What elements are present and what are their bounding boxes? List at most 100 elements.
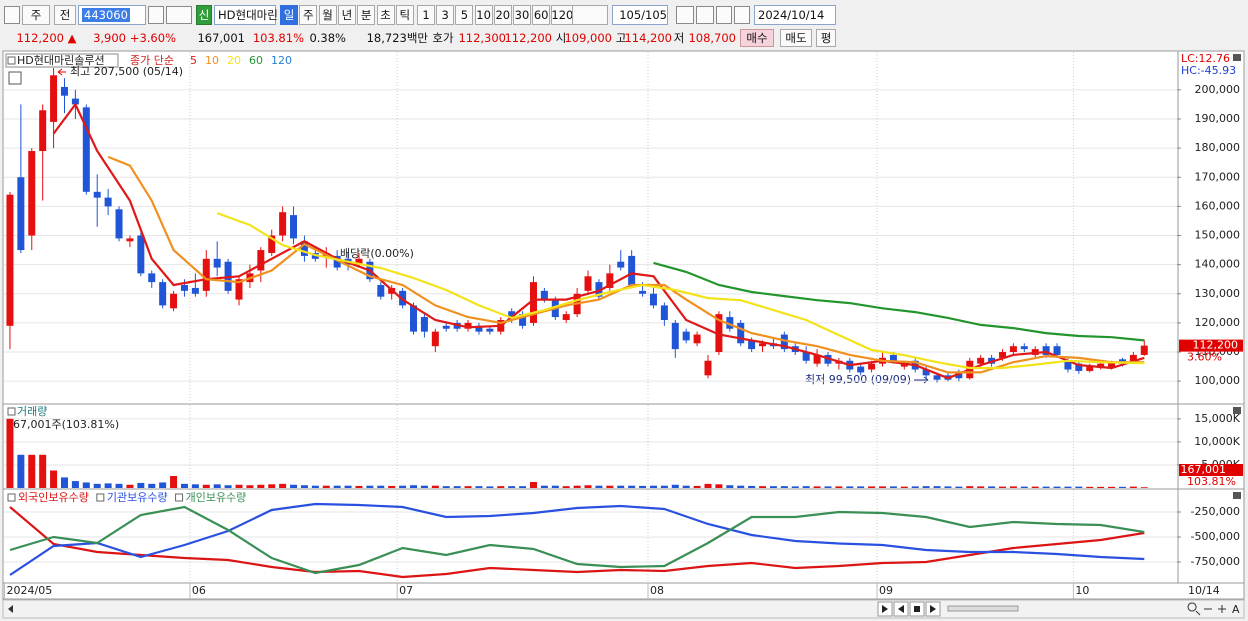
change-tag: 3.60% <box>1187 351 1222 364</box>
buy-button[interactable]: 매수 <box>740 29 774 47</box>
volume-bar <box>726 485 734 488</box>
zoom-track[interactable] <box>947 605 1019 612</box>
ratio-tag: 103.81% <box>1187 475 1236 488</box>
sell-button[interactable]: 매도 <box>780 29 812 47</box>
candle-body <box>715 314 723 353</box>
candle-body <box>137 235 145 274</box>
volume-bar <box>606 485 614 488</box>
candle-body <box>1064 360 1072 370</box>
date-field[interactable]: 2024/10/14 <box>754 5 836 25</box>
volume-bar <box>1086 486 1094 488</box>
volume-bar <box>453 486 461 488</box>
volume-bar <box>191 484 199 488</box>
interval-button[interactable]: 60 <box>532 5 551 25</box>
candle-body <box>333 255 341 268</box>
candle-body <box>170 293 178 309</box>
code-input[interactable]: 443060 <box>78 5 146 25</box>
scroll-left[interactable] <box>8 605 13 613</box>
candle-body <box>39 110 47 152</box>
panel-close[interactable] <box>1233 407 1241 414</box>
candle-body <box>442 325 450 329</box>
volume-bar <box>715 484 723 488</box>
name-input[interactable]: HD현대마린 <box>214 5 278 25</box>
code-text[interactable]: 443060 <box>82 8 130 22</box>
volume-bar <box>1020 486 1028 488</box>
menu-icon[interactable] <box>4 6 20 24</box>
scope-button[interactable]: 전 <box>54 5 76 25</box>
volume-bar <box>170 476 178 488</box>
volume-bar <box>322 485 330 488</box>
interval-button[interactable]: 10 <box>474 5 493 25</box>
panel-close[interactable] <box>1233 492 1241 499</box>
interval-button[interactable]: 3 <box>436 5 455 25</box>
volume-bar <box>988 486 996 488</box>
media-glyphs <box>882 605 936 613</box>
candle-body <box>257 250 265 271</box>
candle-body <box>1020 346 1028 350</box>
candle-body <box>682 331 690 341</box>
volume-bar <box>966 486 974 488</box>
volume-subtitle: 167,001주(103.81%) <box>6 418 119 431</box>
period-button[interactable]: 일 <box>280 5 298 25</box>
candle-body <box>1097 363 1105 369</box>
search-icon[interactable] <box>148 6 164 24</box>
panel-close[interactable] <box>1233 54 1241 61</box>
volume-bar <box>639 485 647 488</box>
candle-body <box>50 75 58 122</box>
volume-bar <box>660 485 668 488</box>
candle-body <box>300 241 308 256</box>
count-field[interactable]: 105/105 <box>612 5 668 25</box>
volume-bar <box>1031 486 1039 488</box>
sound-icon[interactable] <box>166 6 192 24</box>
volume-bar <box>562 486 570 488</box>
period-button[interactable]: 월 <box>318 5 337 25</box>
auto-label[interactable]: A <box>1232 603 1240 616</box>
market-select[interactable]: 주 <box>22 5 50 25</box>
volume-bar <box>115 483 123 488</box>
interval-button[interactable]: 1 <box>417 5 435 25</box>
candle-body <box>813 354 821 364</box>
interval-button[interactable]: 120 <box>551 5 574 25</box>
chart-title: HD현대마린솔루션 <box>17 54 105 67</box>
period-button[interactable]: 주 <box>299 5 318 25</box>
avg-button[interactable]: 평 <box>816 29 836 47</box>
candle-body <box>693 334 701 344</box>
volume-bar <box>1097 486 1105 488</box>
scrollbar[interactable] <box>2 599 1245 619</box>
volume-bar <box>442 486 450 488</box>
candle-body <box>104 197 112 207</box>
period-button[interactable]: 틱 <box>395 5 414 25</box>
zoom-controls[interactable] <box>1187 602 1226 616</box>
period-button[interactable]: 년 <box>337 5 356 25</box>
volume-bar <box>344 485 352 488</box>
candle-body <box>431 331 439 347</box>
price-tag-bg <box>1179 339 1243 352</box>
candle-body <box>355 258 363 265</box>
volume-bar <box>791 486 799 488</box>
volume-bar <box>159 482 167 488</box>
candle-body <box>191 287 199 294</box>
tool-icon[interactable] <box>676 6 694 24</box>
period-button[interactable]: 초 <box>376 5 395 25</box>
y-tick-label: -250,000 <box>1191 505 1240 518</box>
interval-button[interactable]: 5 <box>455 5 474 25</box>
interval-button[interactable]: 20 <box>493 5 512 25</box>
volume-bar <box>300 485 308 488</box>
interval-select[interactable] <box>572 5 608 25</box>
interval-button[interactable]: 30 <box>513 5 531 25</box>
period-button[interactable]: 분 <box>357 5 376 25</box>
volume-bar <box>813 486 821 488</box>
draw-icon[interactable] <box>696 6 714 24</box>
candle-body <box>180 285 188 291</box>
volume-bar <box>202 484 210 488</box>
volume-tag-bg <box>1179 464 1243 476</box>
volume-bar <box>584 485 592 488</box>
toggle-icon[interactable] <box>8 71 22 85</box>
settings-icon[interactable] <box>734 6 750 24</box>
save-icon[interactable] <box>716 6 732 24</box>
candle-body <box>628 255 636 286</box>
candle-body <box>584 276 592 291</box>
y-tick-label: 130,000 <box>1195 287 1241 300</box>
legend-icon <box>96 493 105 502</box>
